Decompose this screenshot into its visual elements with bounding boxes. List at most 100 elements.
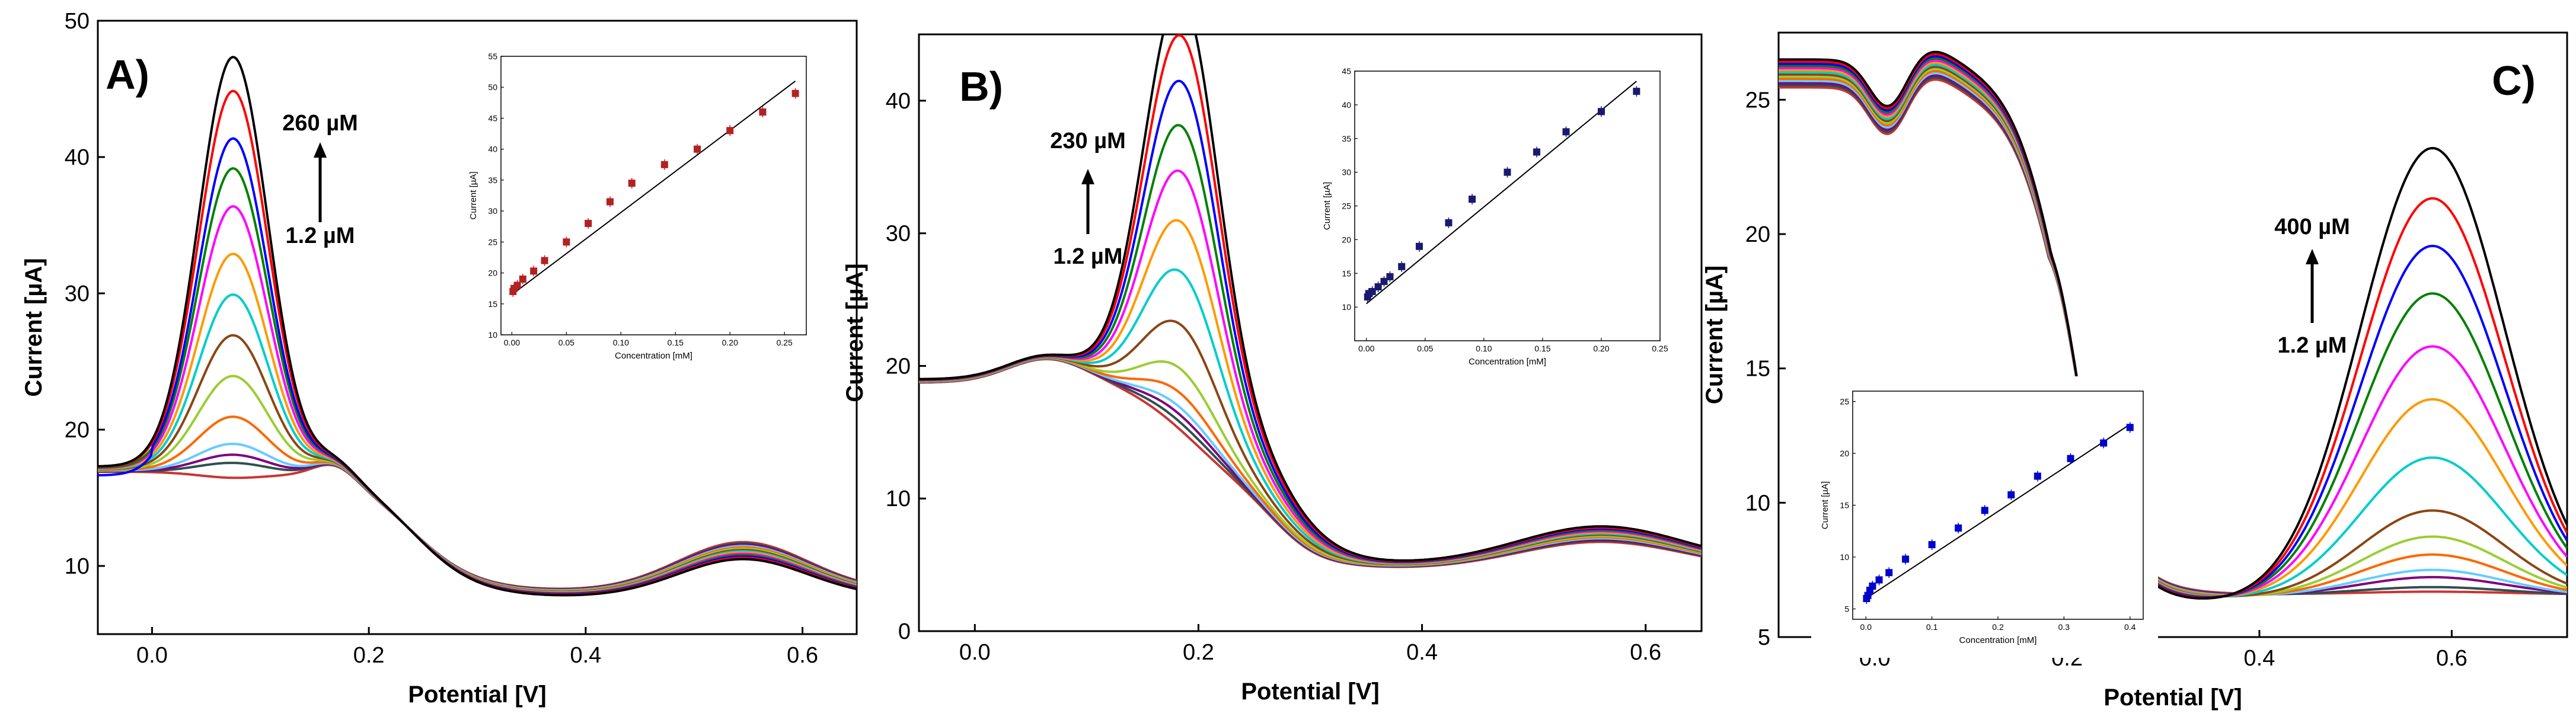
panel-label: A)	[106, 52, 149, 98]
inset-fit-line	[1366, 81, 1637, 305]
inset-data-point	[563, 238, 570, 246]
y-tick-label: 15	[1745, 357, 1770, 382]
x-tick-label: 0.6	[1630, 640, 1661, 665]
inset-x-tick-label: 0.00	[504, 338, 520, 347]
x-tick-label: 0.2	[1183, 640, 1214, 665]
y-tick-label: 30	[886, 222, 911, 247]
y-tick-label: 5	[1758, 625, 1770, 650]
inset-data-point	[1633, 88, 1640, 95]
increase-arrow-head	[2306, 249, 2319, 264]
increase-arrow-head	[314, 142, 327, 158]
inset-data-point	[2126, 424, 2134, 431]
panel-label: C)	[2492, 57, 2536, 104]
inset-y-tick-label: 30	[1342, 168, 1351, 177]
y-tick-label: 0	[898, 619, 911, 644]
inset-data-point	[541, 257, 548, 264]
inset-data-point	[726, 127, 734, 135]
inset-data-point	[791, 89, 799, 97]
y-tick-label: 10	[886, 487, 911, 511]
inset-data-point	[1415, 242, 1423, 250]
inset-y-tick-label: 45	[488, 113, 497, 123]
y-tick-label: 40	[65, 145, 90, 170]
inset-data-point	[1928, 541, 1936, 548]
x-tick-label: 0.4	[2244, 646, 2275, 671]
inset-data-point	[1368, 287, 1376, 295]
inset-x-axis-title: Concentration [mM]	[615, 351, 692, 361]
inset-data-point	[1869, 583, 1876, 590]
y-axis-title: Current [µA]	[842, 263, 868, 402]
inset-background	[459, 41, 821, 373]
y-tick-label: 25	[1745, 88, 1770, 113]
y-tick-label: 10	[65, 554, 90, 579]
annotation-high: 230 µM	[1050, 129, 1126, 153]
inset-y-tick-label: 25	[488, 237, 497, 247]
y-tick-label: 40	[886, 89, 911, 114]
inset-data-point	[1398, 263, 1406, 270]
plot-frame	[1777, 31, 2568, 638]
y-axis-title: Current [µA]	[1702, 265, 1728, 404]
inset-background	[1811, 376, 2158, 658]
inset-x-axis-title: Concentration [mM]	[1959, 635, 2037, 645]
x-axis-title: Potential [V]	[1241, 679, 1379, 705]
voltammogram-curve	[98, 56, 857, 597]
inset-data-point	[2067, 455, 2074, 462]
x-axis-title: Potential [V]	[2103, 684, 2242, 711]
calibration-inset: 0.00 0.05 0.10 0.15 0.20 0.25 10 15 20 25 30 35 40 45…	[1313, 56, 1675, 379]
x-axis-title: Potential [V]	[408, 682, 546, 708]
inset-data-point	[1955, 524, 1962, 532]
x-tick-label: 0.0	[959, 640, 991, 665]
inset-y-tick-label: 5	[1844, 604, 1849, 614]
inset-x-tick-label: 0.05	[1417, 344, 1433, 353]
inset-data-point	[1533, 148, 1541, 156]
y-tick-label: 30	[65, 281, 90, 306]
y-tick-label: 20	[886, 354, 911, 379]
inset-data-point	[1380, 277, 1388, 285]
inset-x-tick-label: 0.15	[1534, 344, 1550, 353]
inset-y-tick-label: 15	[488, 299, 497, 309]
inset-x-tick-label: 0.20	[722, 338, 738, 347]
voltammogram-curve	[919, 34, 1702, 562]
inset-y-tick-label: 50	[488, 82, 497, 92]
voltammogram-curve	[98, 442, 857, 591]
inset-data-point	[694, 145, 701, 153]
x-tick-label: 0.2	[353, 643, 385, 668]
x-tick-label: 0.6	[787, 643, 818, 668]
inset-y-axis-title: Current [µA]	[1820, 481, 1830, 529]
y-tick-label: 10	[1745, 491, 1770, 516]
calibration-inset: 0.00 0.05 0.10 0.15 0.20 0.25 10 15 20 25 30 35 40 45…	[459, 41, 821, 373]
annotation-low: 1.2 µM	[1054, 244, 1123, 269]
panel-a-chart: 0.0 0.2 0.4 0.6 10 20 30 40 50 Potential [V] Curre…	[21, 9, 858, 708]
inset-y-tick-label: 20	[1342, 235, 1351, 244]
x-tick-label: 0.4	[1406, 640, 1438, 665]
inset-frame	[500, 56, 807, 335]
inset-y-tick-label: 10	[488, 330, 497, 340]
voltammogram-curve	[98, 463, 857, 590]
plot-frame	[918, 33, 1703, 632]
voltammogram-curve	[98, 462, 857, 591]
panel-b-chart: 0.0 0.2 0.4 0.6 0 10 20 30 40 Potential [V] Curren…	[842, 33, 1703, 705]
inset-x-tick-label: 0.05	[558, 338, 574, 347]
inset-x-tick-label: 0.15	[668, 338, 684, 347]
voltammogram-curve	[98, 453, 857, 591]
y-tick-label: 50	[65, 9, 90, 34]
inset-data-point	[2007, 491, 2015, 498]
inset-data-point	[1902, 555, 1910, 563]
inset-y-axis-title: Current [µA]	[468, 171, 478, 219]
inset-data-point	[1875, 576, 1883, 584]
inset-x-tick-label: 0.20	[1593, 344, 1609, 353]
inset-x-tick-label: 0.2	[1992, 622, 2004, 632]
y-tick-label: 20	[65, 418, 90, 443]
inset-data-point	[1445, 219, 1453, 226]
inset-y-tick-label: 35	[1342, 134, 1351, 143]
inset-x-tick-label: 0.0	[1860, 622, 1872, 632]
inset-data-point	[759, 108, 767, 116]
inset-data-point	[1885, 569, 1893, 577]
inset-y-axis-title: Current [µA]	[1322, 182, 1332, 230]
inset-data-point	[2100, 439, 2108, 447]
annotation-low: 1.2 µM	[2278, 333, 2347, 358]
inset-y-tick-label: 20	[488, 268, 497, 278]
inset-y-tick-label: 25	[1840, 397, 1849, 407]
inset-data-point	[1597, 108, 1605, 116]
inset-data-point	[1386, 273, 1394, 280]
